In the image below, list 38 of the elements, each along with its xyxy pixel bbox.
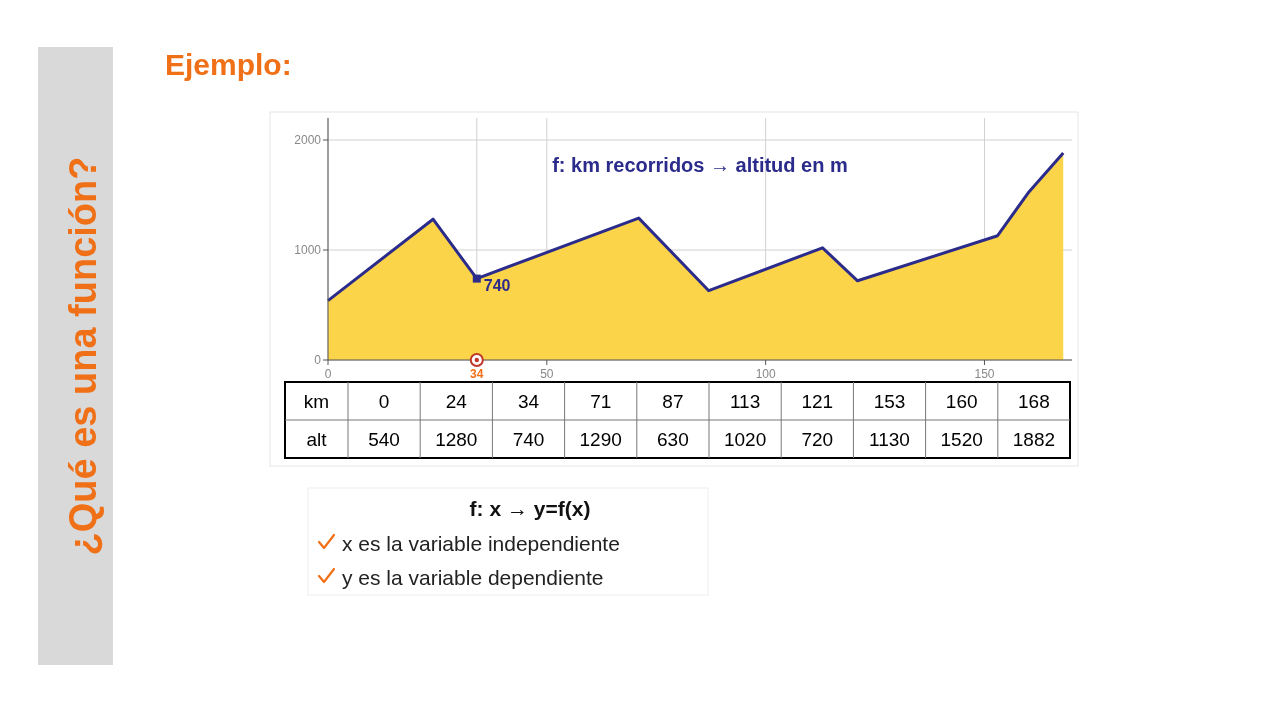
data-label: 740 (512, 429, 545, 450)
x-tick-label: 34 (470, 367, 484, 381)
data-label: 1280 (435, 429, 478, 450)
y-tick-label: 2000 (294, 133, 322, 147)
data-label: 1290 (579, 429, 622, 450)
category-label: 87 (662, 391, 684, 412)
data-label: 630 (657, 429, 689, 450)
category-label: 113 (729, 391, 761, 412)
data-label: 1020 (723, 429, 767, 450)
category-label: 34 (517, 391, 540, 412)
text: ¿Qué es una función? (62, 156, 104, 556)
data-label: 540 (368, 429, 400, 450)
data-label: 1520 (940, 429, 983, 450)
y-tick-label: 0 (314, 353, 322, 367)
category-label: 0 (378, 391, 390, 412)
x-tick-label: 0 (324, 367, 332, 381)
text: km (303, 391, 330, 412)
text: f: x → y=f(x) (469, 497, 591, 520)
category-label: 153 (873, 391, 906, 412)
line-series (326, 151, 1065, 303)
x-tick-label: 100 (755, 367, 776, 381)
text: f: km recorridos → altitud en m (552, 154, 848, 176)
x-tick-label: 50 (540, 367, 554, 381)
text: y es la variable dependiente (342, 566, 604, 589)
data-label: 720 (801, 429, 834, 450)
data-label: 1130 (869, 429, 910, 450)
category-label: 71 (590, 391, 612, 412)
category-label: 168 (1018, 391, 1050, 412)
category-label: 24 (445, 391, 468, 412)
text: x es la variable independiente (342, 532, 620, 555)
data-label: 1882 (1012, 429, 1056, 450)
category-label: 121 (801, 391, 834, 412)
text: alt (306, 429, 328, 450)
category-label: 160 (945, 391, 978, 412)
x-tick-label: 150 (974, 367, 995, 381)
y-tick-label: 1000 (294, 243, 322, 257)
text: Ejemplo: (165, 48, 292, 81)
annotation: 740 (483, 276, 511, 294)
